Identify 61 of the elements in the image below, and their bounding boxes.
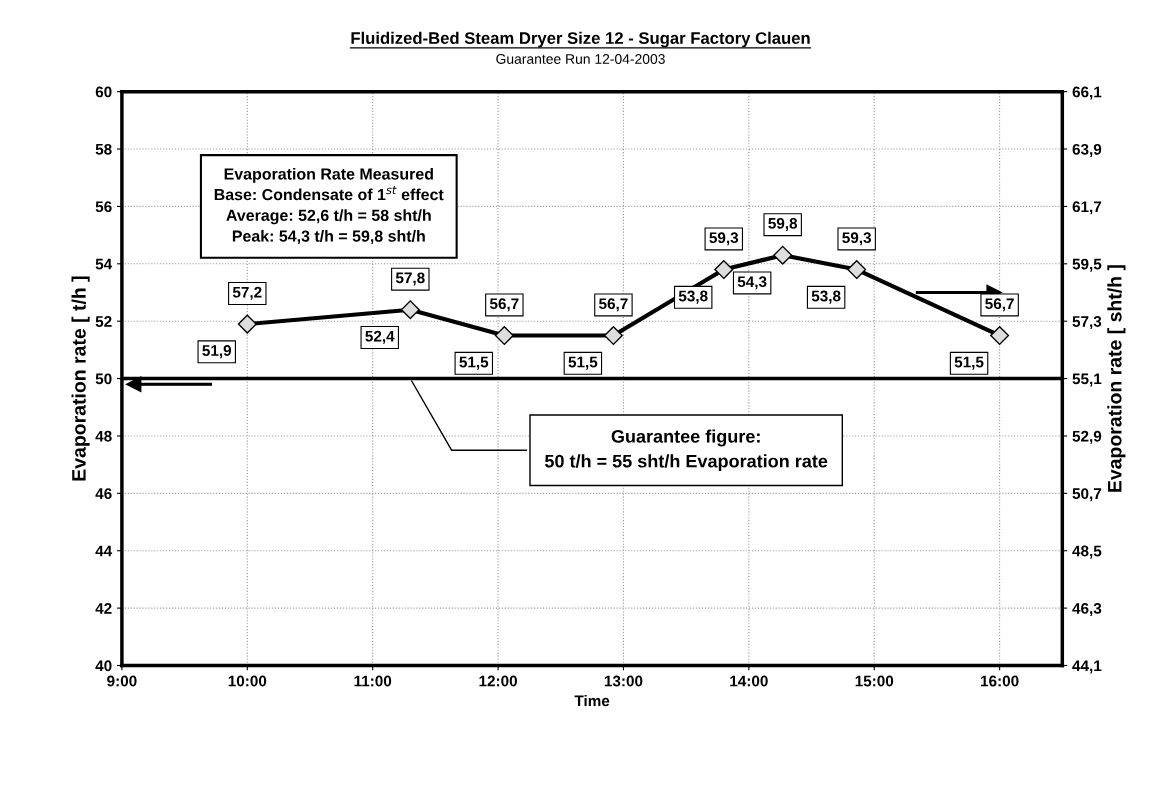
y2-tick-label: 57,3 bbox=[1072, 316, 1102, 330]
y2-tick-label: 66,1 bbox=[1072, 86, 1102, 100]
data-label: 51,5 bbox=[459, 356, 489, 370]
y-tick-label: 42 bbox=[95, 602, 112, 614]
annotation: 59,3 bbox=[709, 232, 739, 246]
annotation: 57,2 bbox=[232, 286, 262, 300]
y2-tick-label: 52,9 bbox=[1072, 430, 1102, 444]
y-tick-label: 58 bbox=[95, 143, 112, 155]
x-tick-label: 11:00 bbox=[354, 675, 392, 687]
point bbox=[714, 260, 734, 280]
y-axis-title: Evaporation rate [ t/h ] bbox=[71, 276, 90, 481]
x-tick-label: 10:00 bbox=[228, 675, 267, 687]
annotation: Evaporation Rate Measured Base: Condensate of 1$^{st}$ effect Average: 52,6 t/h = 58 sht/h Peak: 54,3 t/h = 59,8 sht/h bbox=[214, 167, 444, 245]
x-tick-label: 14:00 bbox=[730, 675, 768, 687]
y2-tick-label: 44,1 bbox=[1072, 660, 1102, 674]
y-tick-label: 50 bbox=[95, 373, 112, 385]
x-tick-label: 16:00 bbox=[981, 675, 1019, 687]
y-tick-label: 46 bbox=[95, 488, 112, 500]
annotation: 56,7 bbox=[489, 298, 519, 312]
x-tick-label: 12:00 bbox=[479, 675, 517, 687]
y-tick-label: 44 bbox=[95, 545, 113, 557]
y-tick-label: 60 bbox=[95, 86, 112, 98]
x-axis-title: Time bbox=[574, 695, 610, 707]
point bbox=[990, 326, 1010, 346]
y2-tick-label: 55,1 bbox=[1072, 373, 1102, 387]
chart-title: Fluidized-Bed Steam Dryer Size 12 - Sugar Factory Clauen bbox=[351, 31, 810, 48]
point bbox=[400, 300, 420, 320]
y-tick-label: 56 bbox=[95, 201, 112, 213]
point bbox=[773, 245, 793, 265]
y-tick-label: 40 bbox=[95, 660, 112, 672]
data-label: 54,3 bbox=[737, 276, 767, 290]
data-label: 53,8 bbox=[678, 290, 708, 304]
annotation: 57,8 bbox=[395, 272, 425, 286]
data-label: 51,5 bbox=[568, 356, 598, 370]
data-label: 52,4 bbox=[365, 330, 395, 344]
point bbox=[237, 314, 257, 334]
x-tick-label: 13:00 bbox=[604, 675, 643, 687]
x-tick-label: 15:00 bbox=[855, 675, 894, 687]
y2-tick-label: 46,3 bbox=[1072, 602, 1102, 617]
data-label: 51,9 bbox=[202, 345, 232, 359]
y2-axis-title: Evaporation rate [ sht/h ] bbox=[1107, 265, 1126, 492]
annotation: 56,7 bbox=[985, 298, 1014, 312]
data-label: 53,8 bbox=[811, 290, 841, 304]
point bbox=[603, 326, 623, 346]
y2-tick-label: 50,7 bbox=[1072, 488, 1102, 502]
chart-subtitle: Guarantee Run 12-04-2003 bbox=[496, 54, 665, 64]
point bbox=[847, 260, 867, 280]
y-tick-label: 54 bbox=[95, 258, 113, 270]
ref-line-label: Guarantee figure: 50 t/h = 55 sht/h Evaporation rate bbox=[544, 429, 828, 472]
y-tick-label: 52 bbox=[95, 316, 112, 327]
y2-tick-label: 61,7 bbox=[1072, 201, 1102, 215]
y-tick-label: 48 bbox=[95, 430, 112, 442]
data-label: 51,5 bbox=[954, 356, 984, 370]
x-tick-label: 9:00 bbox=[107, 675, 137, 687]
annotation: 59,3 bbox=[842, 232, 871, 246]
y2-tick-label: 48,5 bbox=[1072, 545, 1102, 559]
point bbox=[494, 326, 514, 346]
y2-tick-label: 59,5 bbox=[1072, 258, 1102, 272]
annotation: 59,8 bbox=[768, 217, 798, 231]
y2-tick-label: 63,9 bbox=[1072, 143, 1102, 157]
annotation: 56,7 bbox=[599, 298, 628, 312]
